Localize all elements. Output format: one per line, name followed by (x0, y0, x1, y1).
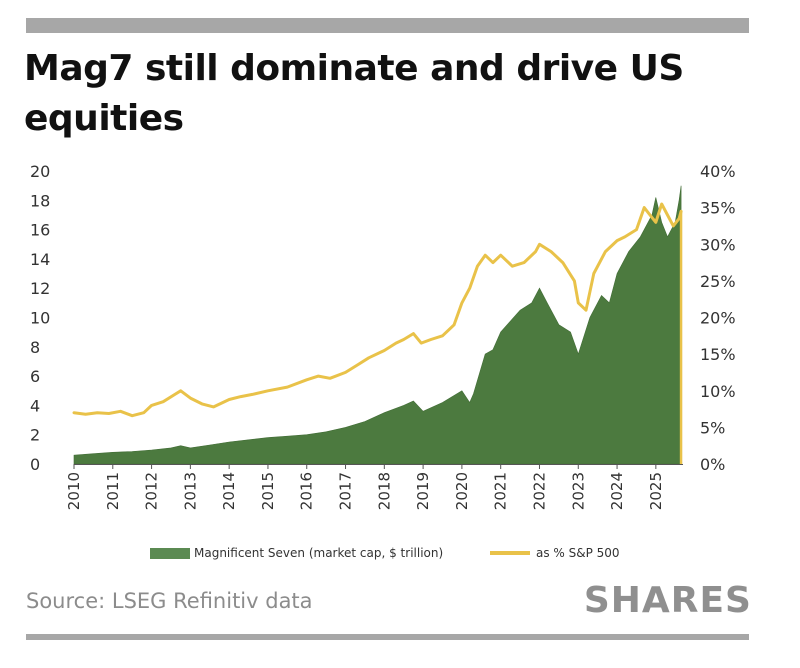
y-left-tick-label: 18 (30, 191, 50, 210)
x-tick-label: 2010 (65, 472, 83, 510)
y-left-tick-label: 14 (30, 250, 50, 269)
y-left-tick-label: 6 (30, 367, 40, 386)
sp500-share-line (72, 202, 683, 418)
y-right-tick-label: 0% (700, 455, 725, 474)
top-rule (26, 18, 749, 33)
x-tick-label: 2018 (375, 472, 393, 510)
x-tick-label: 2024 (608, 472, 626, 510)
x-tick-label: 2019 (414, 472, 432, 510)
y-left-tick-label: 12 (30, 279, 50, 298)
chart-title: Mag7 still dominate and drive US equitie… (24, 48, 684, 139)
y-left-tick-label: 2 (30, 426, 40, 445)
x-tick-label: 2011 (104, 472, 122, 510)
y-left-tick-label: 16 (30, 221, 50, 240)
y-right-tick-label: 30% (700, 235, 736, 254)
x-axis: 2010 2011 2012 2013 2014 2015 2016 2017 2018 2019… (65, 464, 683, 510)
x-tick-label: 2023 (569, 472, 587, 510)
legend-item-sp-share: as % S&P 500 (490, 543, 620, 563)
x-tick-label: 2015 (259, 472, 277, 510)
legend-label-market-cap: Magnificent Seven (market cap, $ trillio… (194, 546, 444, 560)
x-tick-label: 2022 (531, 472, 549, 510)
market-cap-area (73, 185, 682, 465)
x-tick-label: 2012 (143, 472, 161, 510)
y-right-tick-label: 35% (700, 199, 736, 218)
y-right-tick-label: 5% (700, 418, 725, 437)
brand-logo: SHARES (583, 580, 752, 621)
y-right-tick-label: 25% (700, 272, 736, 291)
x-tick-label: 2014 (220, 472, 238, 510)
x-tick-label: 2016 (298, 472, 316, 510)
x-tick-label: 2013 (181, 472, 199, 510)
y-right-tick-label: 10% (700, 382, 736, 401)
y-right-tick-label: 40% (700, 162, 736, 181)
y-left-tick-label: 8 (30, 338, 40, 357)
y-left-tick-label: 0 (30, 455, 40, 474)
plot-area (72, 185, 683, 465)
y-right-tick-label: 20% (700, 309, 736, 328)
legend-item-market-cap: Magnificent Seven (market cap, $ trillio… (150, 543, 443, 563)
x-tick-label: 2020 (453, 472, 471, 510)
right-axis-ticks: 0% 5% 10% 15% 20% 25% 30% 35% 40% (700, 162, 736, 474)
y-left-tick-label: 20 (30, 162, 50, 181)
legend-swatch-sp-share (490, 551, 530, 555)
y-left-tick-label: 10 (30, 309, 50, 328)
legend-label-sp-share: as % S&P 500 (536, 546, 620, 560)
bottom-rule (26, 634, 749, 640)
legend-swatch-market-cap (150, 547, 190, 559)
left-axis-ticks: 0 2 4 6 8 10 12 14 16 18 20 (30, 162, 50, 474)
x-tick-label: 2025 (647, 472, 665, 510)
source-note: Source: LSEG Refinitiv data (26, 589, 313, 613)
x-tick-label: 2017 (337, 472, 355, 510)
x-tick-label: 2021 (492, 472, 510, 510)
y-right-tick-label: 15% (700, 345, 736, 364)
y-left-tick-label: 4 (30, 396, 40, 415)
